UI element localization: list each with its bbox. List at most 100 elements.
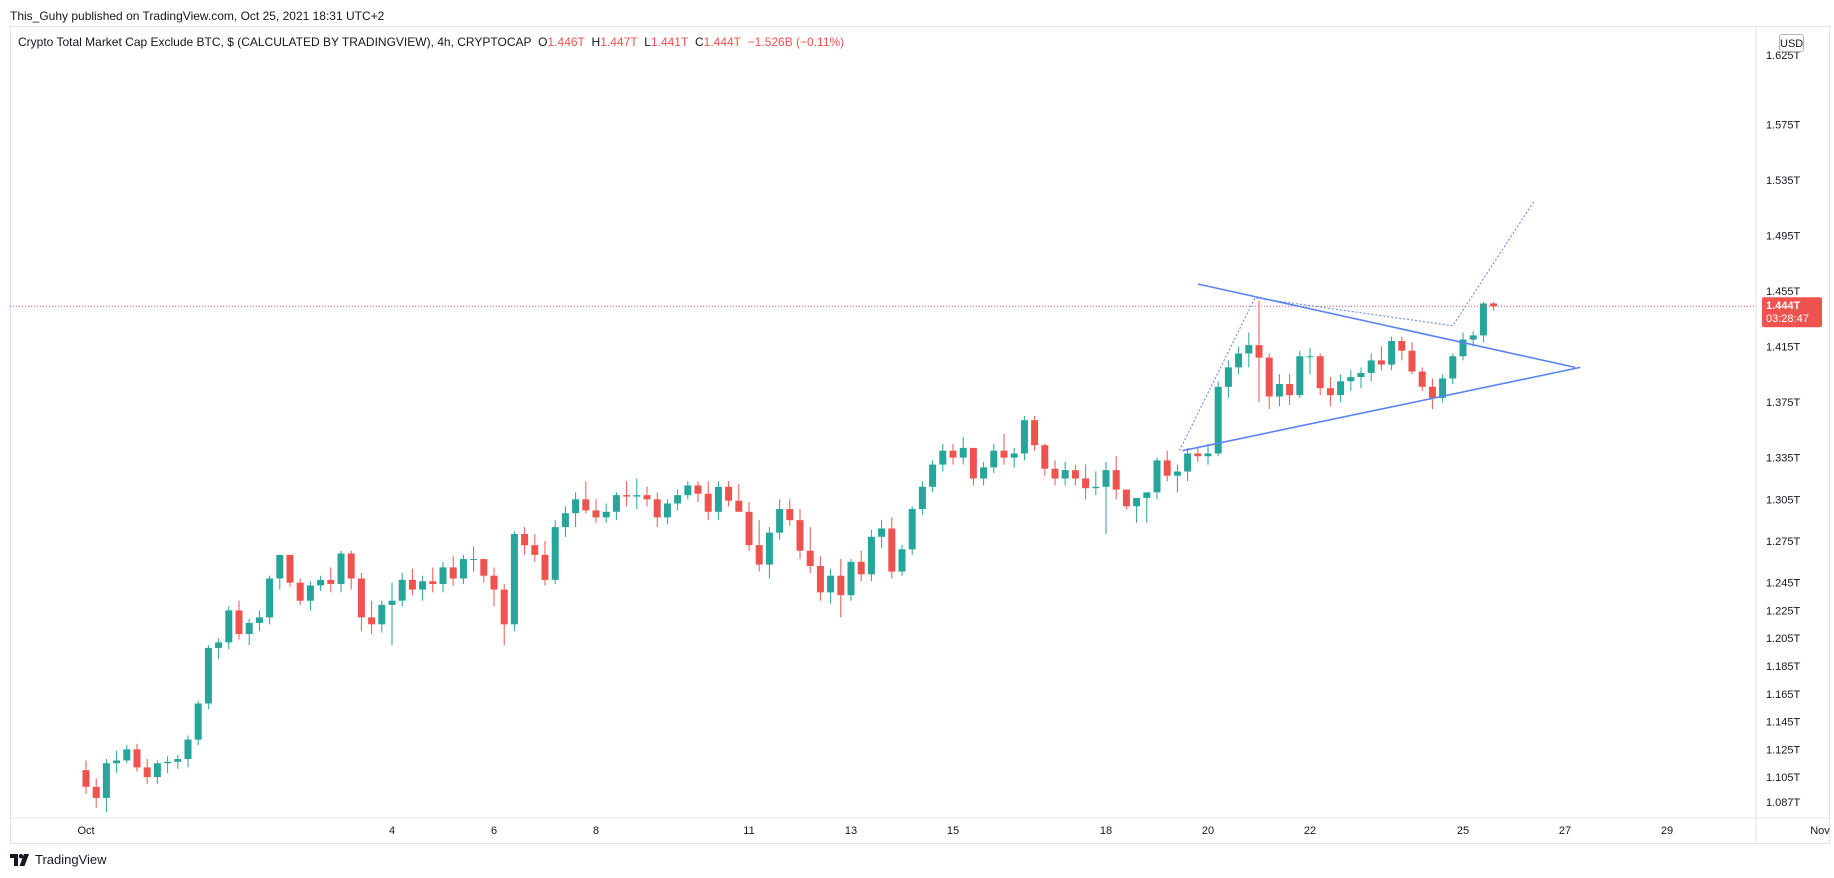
candle: [429, 567, 437, 593]
candle: [123, 745, 131, 764]
time-tick-label: Nov: [1810, 825, 1830, 837]
candle: [592, 499, 600, 523]
candle-body: [153, 763, 161, 778]
candle-body: [1418, 371, 1426, 387]
candle-body: [541, 554, 549, 580]
candle: [725, 481, 733, 507]
candle-body: [561, 513, 569, 528]
candle-body: [572, 499, 580, 514]
candle-body: [898, 549, 906, 572]
candle: [765, 527, 773, 579]
candle: [102, 759, 110, 812]
legend-o-label: O: [538, 35, 548, 49]
time-tick-label: 22: [1304, 825, 1316, 837]
candle-body: [1337, 381, 1345, 396]
price-tick-label: 1.455T: [1766, 286, 1801, 298]
candle: [1122, 489, 1130, 510]
candle: [1041, 443, 1049, 476]
candle-body: [806, 550, 814, 566]
candle-body: [949, 450, 957, 458]
chart-frame[interactable]: [10, 26, 1830, 844]
candle: [612, 492, 620, 521]
candle: [857, 550, 865, 582]
candle: [623, 481, 631, 507]
candle: [1306, 347, 1314, 375]
candle: [470, 546, 478, 572]
triangle-projection-line: [1178, 200, 1535, 451]
candle: [1439, 374, 1447, 403]
candle: [1061, 461, 1069, 486]
footer-brand[interactable]: TradingView: [10, 852, 107, 867]
candle: [969, 447, 977, 486]
candle-body: [459, 559, 467, 579]
candle-body: [1204, 453, 1212, 457]
time-tick-label: 25: [1457, 825, 1469, 837]
candle-body: [1428, 386, 1436, 398]
candle: [164, 756, 172, 773]
candle-body: [1071, 470, 1079, 479]
candle-body: [1082, 478, 1090, 489]
candle-body: [969, 447, 977, 479]
candle: [113, 750, 121, 773]
tradingview-logo-icon: [10, 853, 29, 866]
candle: [1133, 497, 1141, 523]
candle-body: [490, 575, 498, 590]
candle-body: [317, 579, 325, 586]
price-tick-label: 1.495T: [1766, 230, 1801, 242]
candle-body: [266, 578, 274, 618]
candle: [959, 436, 967, 465]
candle-body: [306, 585, 314, 601]
candle: [1316, 353, 1324, 396]
candle-body: [419, 581, 427, 590]
time-tick-label: 20: [1202, 825, 1214, 837]
candle-body: [888, 528, 896, 572]
candle: [1245, 332, 1253, 368]
candle-body: [1286, 384, 1294, 396]
candle-body: [725, 486, 733, 501]
candle: [1235, 346, 1243, 375]
legend-title: Crypto Total Market Cap Exclude BTC, $ (…: [18, 35, 532, 49]
candle: [908, 506, 916, 555]
candle: [306, 581, 314, 611]
candle-body: [470, 559, 478, 561]
candle: [847, 559, 855, 601]
candle-body: [878, 528, 886, 537]
time-tick-label: Oct: [77, 825, 94, 837]
candle: [531, 534, 539, 562]
candle: [1418, 367, 1426, 391]
candle-body: [276, 554, 284, 579]
candle: [1020, 415, 1028, 461]
candle-body: [123, 749, 131, 761]
candle: [1479, 302, 1487, 343]
candle-body: [1326, 388, 1334, 396]
candle: [1112, 456, 1120, 500]
candle-body: [765, 532, 773, 565]
candle: [704, 481, 712, 521]
currency-button[interactable]: USD: [1779, 34, 1804, 52]
candle: [551, 520, 559, 585]
candle: [929, 460, 937, 493]
candle-body: [245, 622, 253, 635]
time-tick-label: 15: [947, 825, 959, 837]
candle: [1469, 331, 1477, 347]
price-tick-label: 1.335T: [1766, 453, 1801, 465]
candle-body: [1112, 470, 1120, 490]
candle: [1071, 464, 1079, 486]
candle-body: [1092, 486, 1100, 489]
symbol-legend[interactable]: Crypto Total Market Cap Exclude BTC, $ (…: [18, 35, 844, 49]
candle-body: [735, 500, 743, 512]
candle: [1092, 471, 1100, 496]
candle: [184, 735, 192, 768]
candle: [1408, 342, 1416, 375]
candle-body: [1367, 360, 1375, 373]
price-tick-label: 1.245T: [1766, 578, 1801, 590]
candle-body: [408, 579, 416, 590]
candle: [1490, 302, 1498, 311]
candle: [837, 559, 845, 618]
candle: [1143, 492, 1151, 523]
candle: [694, 481, 702, 503]
candle: [1153, 457, 1161, 500]
candle: [1367, 353, 1375, 382]
candle-body: [225, 610, 233, 643]
